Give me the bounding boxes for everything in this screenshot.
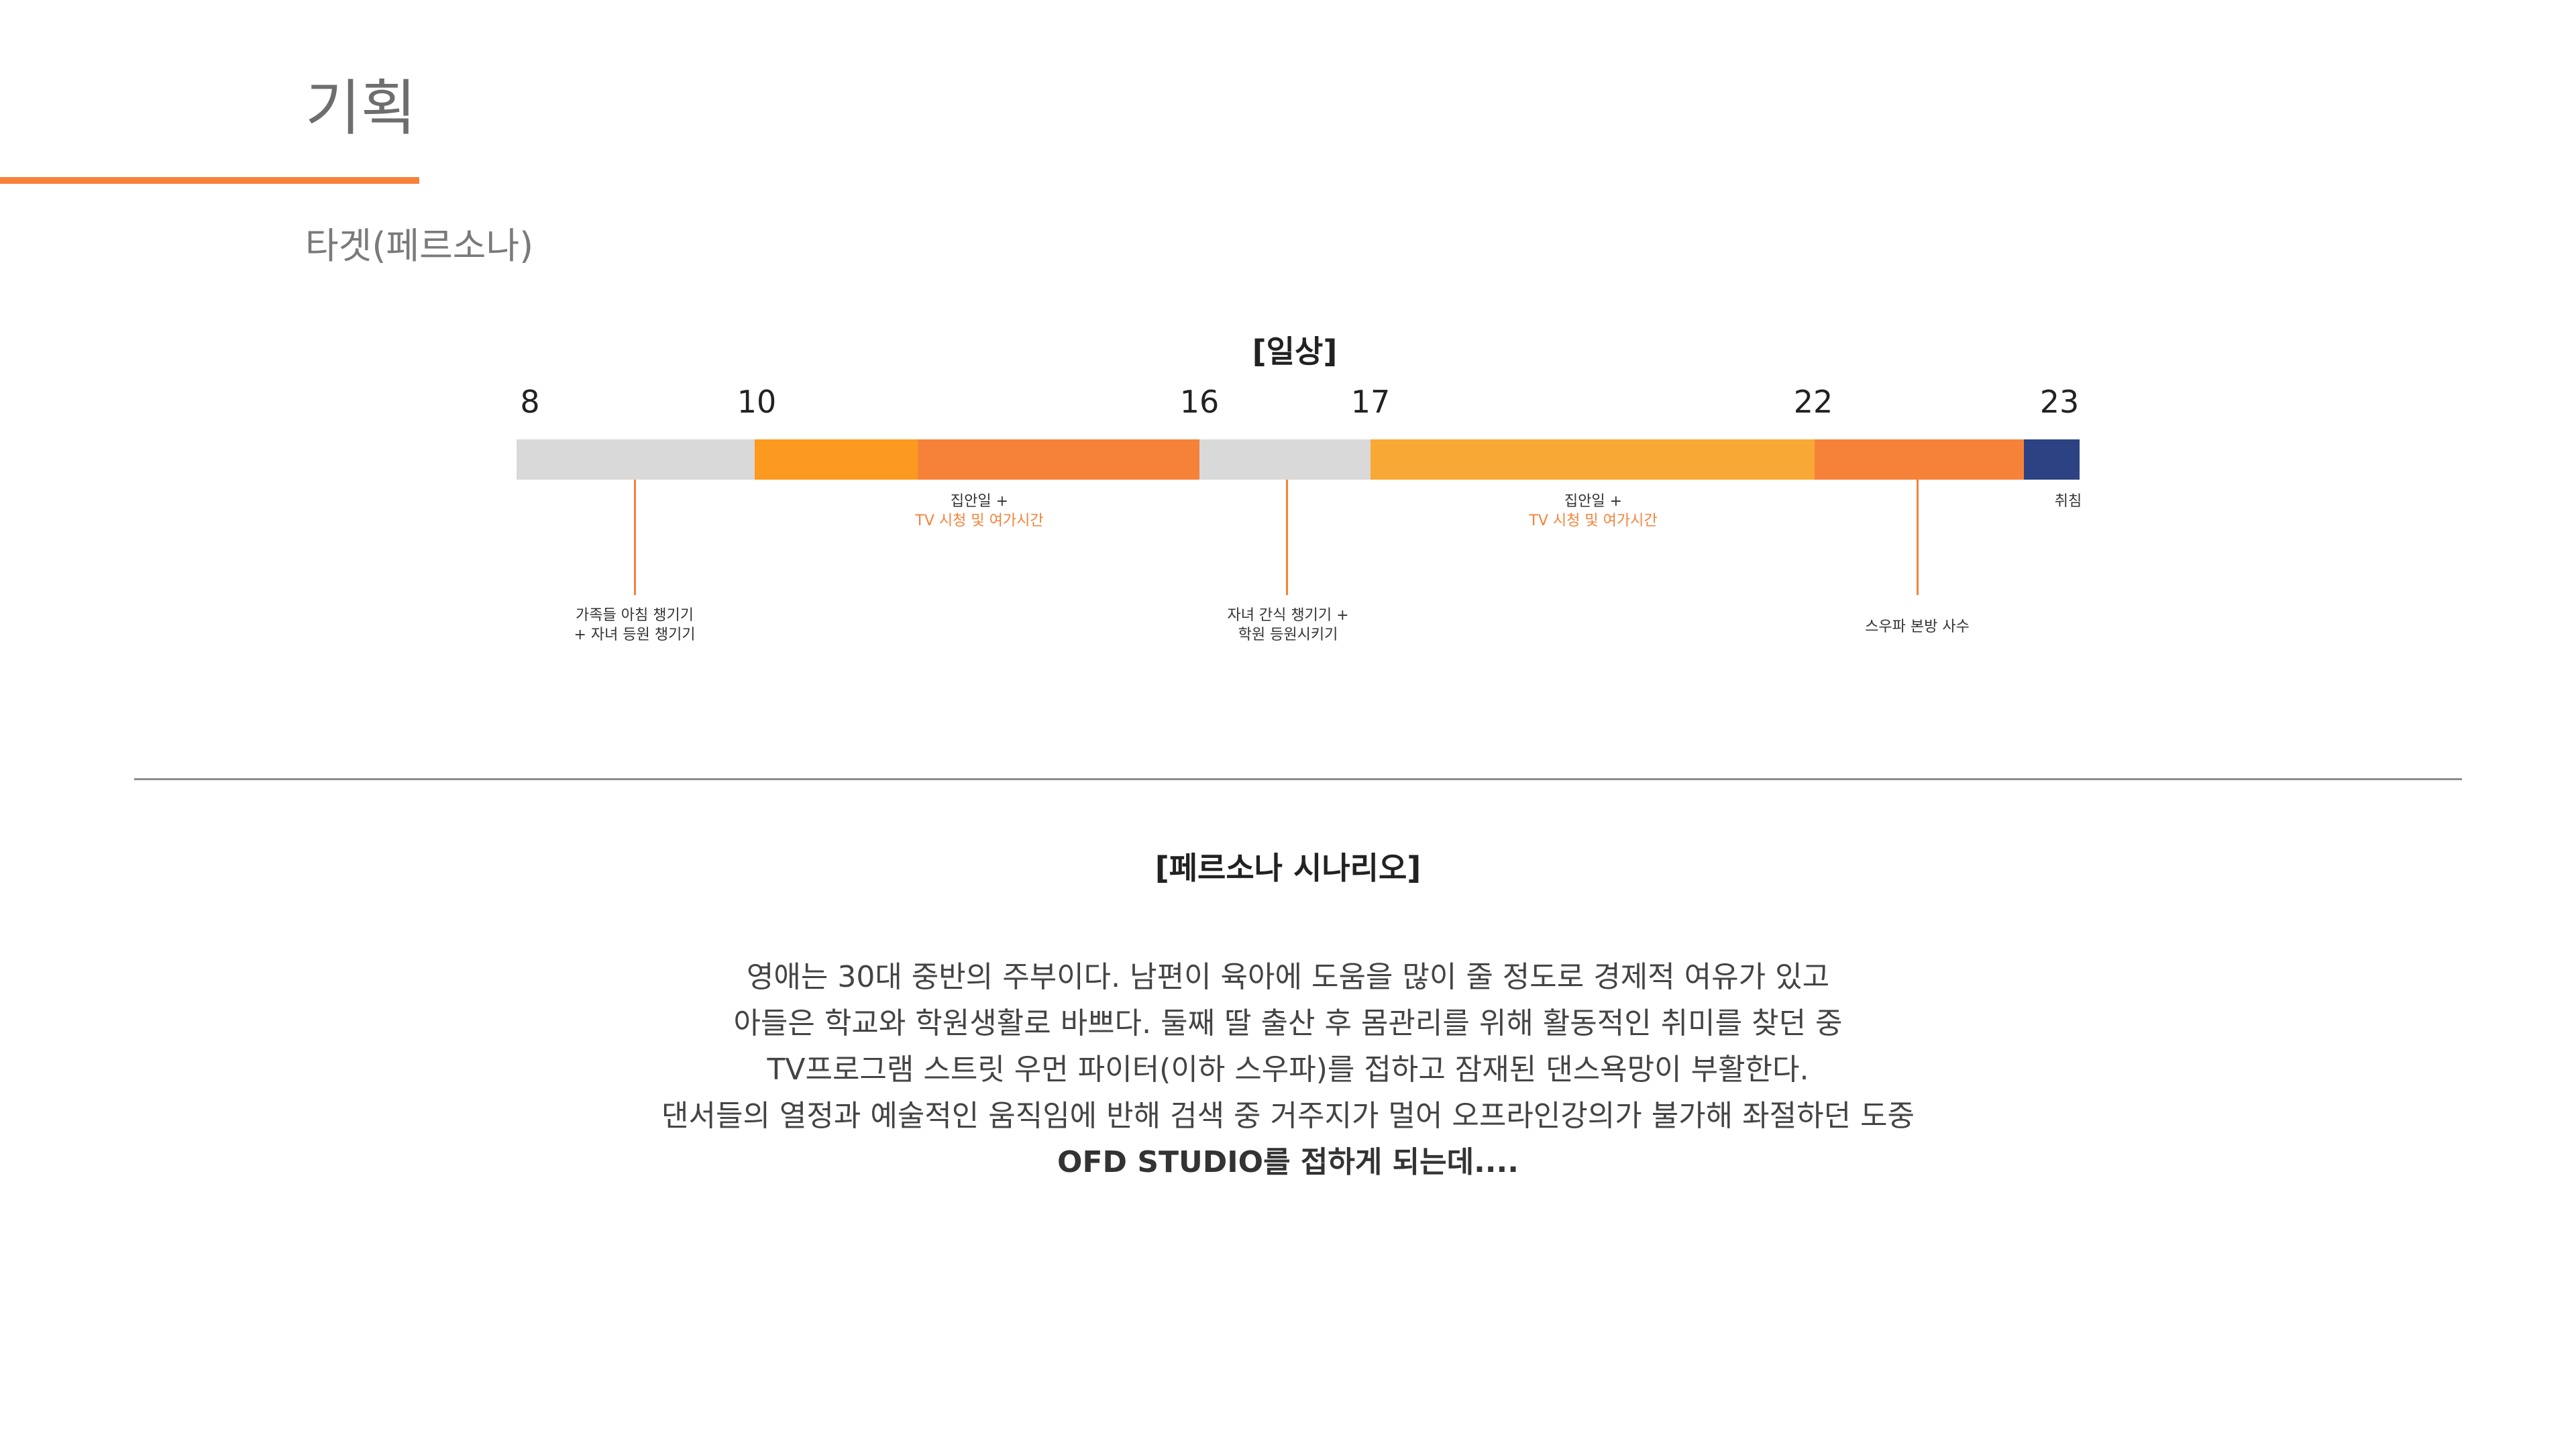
- scenario-line-3: TV프로그램 스트릿 우먼 파이터(이하 스우파)를 접하고 잠재된 댄스욕망이…: [767, 1053, 1809, 1087]
- accent-underline: [0, 177, 419, 184]
- section-subtitle: 타겟(페르소나): [305, 225, 534, 267]
- hour-label-22: 22: [1793, 384, 1833, 420]
- scenario-line-5: OFD STUDIO를 접하게 되는데....: [1057, 1145, 1519, 1179]
- label-housework-evening-line1: 집안일 +: [1564, 493, 1623, 510]
- scenario-title: [페르소나 시나리오]: [1155, 850, 1421, 886]
- hour-label-23: 23: [2039, 384, 2080, 420]
- pointer-line-morning: [634, 480, 636, 595]
- segment-morning: [517, 439, 755, 480]
- label-evening-show: 스우파 본방 사수: [1865, 619, 1970, 635]
- hour-label-8: 8: [520, 384, 540, 420]
- segment-late-morning: [755, 439, 918, 480]
- label-housework-daytime-line1: 집안일 +: [950, 493, 1009, 510]
- scenario-body: 영애는 30대 중반의 주부이다. 남편이 육아에 도움을 많이 줄 정도로 경…: [470, 954, 2106, 1185]
- label-housework-evening: 집안일 + TV 시청 및 여가시간: [1529, 492, 1657, 531]
- hour-label-16: 16: [1179, 384, 1220, 420]
- segment-evening: [1371, 439, 1815, 480]
- label-housework-daytime-line2: TV 시청 및 여가시간: [915, 513, 1044, 529]
- pointer-line-evening: [1917, 480, 1919, 595]
- segment-afternoon: [1199, 439, 1371, 480]
- scenario-line-1: 영애는 30대 중반의 주부이다. 남편이 육아에 도움을 많이 줄 정도로 경…: [746, 960, 1830, 994]
- page-title: 기획: [305, 73, 417, 144]
- label-afternoon-line1: 자녀 간식 챙기기 +: [1227, 607, 1349, 624]
- label-housework-evening-line2: TV 시청 및 여가시간: [1529, 513, 1658, 529]
- hour-label-17: 17: [1350, 384, 1391, 420]
- label-morning-line2: + 자녀 등원 챙기기: [574, 627, 696, 643]
- pointer-line-afternoon: [1286, 480, 1288, 595]
- segment-daytime: [918, 439, 1199, 480]
- hour-label-10: 10: [737, 384, 777, 420]
- label-morning-routine: 가족들 아침 챙기기 + 자녀 등원 챙기기: [574, 606, 695, 645]
- label-afternoon-routine: 자녀 간식 챙기기 + 학원 등원시키기: [1227, 606, 1348, 645]
- timeline-bar: [517, 439, 2080, 480]
- section-divider: [134, 778, 2462, 780]
- label-afternoon-line2: 학원 등원시키기: [1238, 627, 1338, 643]
- segment-sleep: [2024, 439, 2080, 480]
- timeline-title: [일상]: [1252, 333, 1338, 370]
- label-morning-line1: 가족들 아침 챙기기: [576, 607, 694, 624]
- scenario-line-4: 댄서들의 열정과 예술적인 움직임에 반해 검색 중 거주지가 멀어 오프라인강…: [661, 1099, 1915, 1133]
- scenario-line-2: 아들은 학교와 학원생활로 바쁘다. 둘째 딸 출산 후 몸관리를 위해 활동적…: [733, 1006, 1843, 1040]
- segment-night: [1815, 439, 2024, 480]
- label-sleep: 취침: [2054, 493, 2082, 510]
- label-housework-daytime: 집안일 + TV 시청 및 여가시간: [915, 492, 1043, 531]
